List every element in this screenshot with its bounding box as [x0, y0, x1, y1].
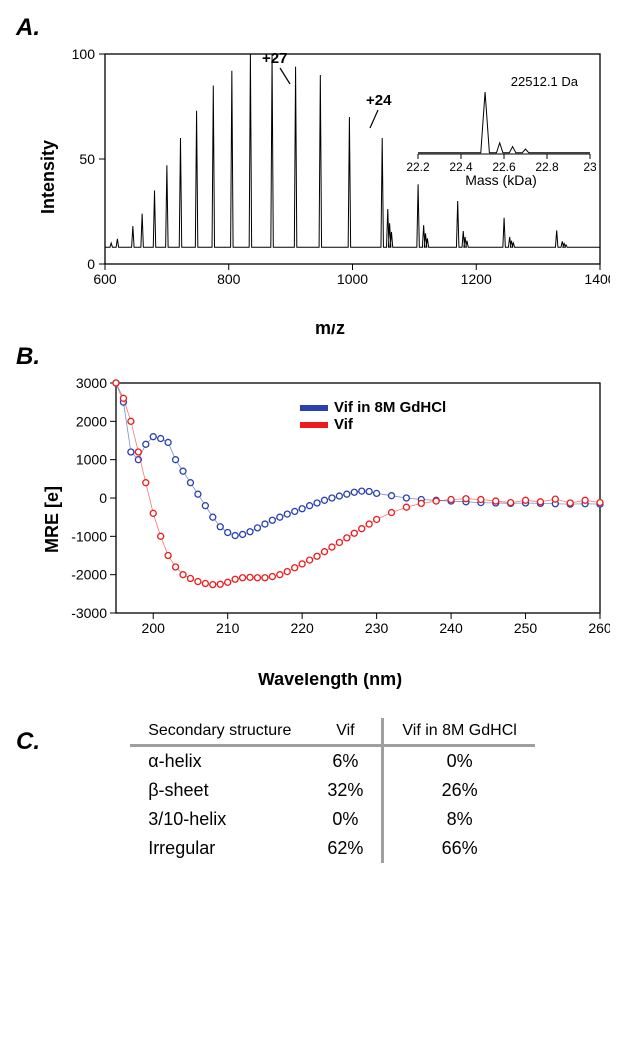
panel-b-chart: -3000 -2000 -1000 0 1000 2000 3000 200 210 220 230…	[50, 373, 610, 673]
svg-text:2000: 2000	[76, 413, 107, 429]
svg-text:0: 0	[99, 490, 107, 506]
table-cell: 3/10-helix	[130, 805, 309, 834]
table-cell: 8%	[383, 805, 535, 834]
svg-text:50: 50	[79, 151, 95, 167]
table-cell: Irregular	[130, 834, 309, 863]
table-row: Irregular 62% 66%	[130, 834, 535, 863]
svg-text:1200: 1200	[461, 271, 492, 287]
table-header-0: Secondary structure	[130, 718, 309, 746]
table-header-row: Secondary structure Vif Vif in 8M GdHCl	[130, 718, 535, 746]
panel-c-table: Secondary structure Vif Vif in 8M GdHCl …	[130, 718, 535, 863]
table-cell: 26%	[383, 776, 535, 805]
svg-text:230: 230	[365, 620, 389, 636]
panel-c-label: C.	[16, 728, 40, 756]
legend-swatch-0	[300, 405, 328, 411]
svg-text:800: 800	[217, 271, 241, 287]
table-header-2: Vif in 8M GdHCl	[383, 718, 535, 746]
svg-text:260: 260	[588, 620, 610, 636]
table-cell: α-helix	[130, 746, 309, 777]
legend-item-0: Vif in 8M GdHCl	[300, 399, 446, 416]
svg-text:210: 210	[216, 620, 240, 636]
legend-item-1: Vif	[300, 416, 446, 433]
svg-text:1000: 1000	[76, 452, 107, 468]
table-row: β-sheet 32% 26%	[130, 776, 535, 805]
svg-text:1000: 1000	[337, 271, 368, 287]
inset-xlabel: Mass (kDa)	[406, 172, 596, 188]
legend-label-0: Vif in 8M GdHCl	[334, 399, 446, 416]
panel-b-label: B.	[16, 343, 625, 371]
svg-text:-1000: -1000	[71, 528, 107, 544]
svg-text:3000: 3000	[76, 375, 107, 391]
panel-a-chart: 050100600800100012001400 Intensity +27 +…	[50, 44, 610, 324]
svg-text:-2000: -2000	[71, 567, 107, 583]
svg-text:250: 250	[514, 620, 538, 636]
table-header-1: Vif	[309, 718, 383, 746]
table-cell: 32%	[309, 776, 383, 805]
svg-text:240: 240	[439, 620, 463, 636]
table-cell: 6%	[309, 746, 383, 777]
svg-text:1400: 1400	[584, 271, 610, 287]
svg-text:-3000: -3000	[71, 605, 107, 621]
panel-a-inset-svg: 22.222.422.622.823	[406, 74, 596, 184]
panel-a-inset: 22.222.422.622.823 Mass (kDa) 22512.1 Da	[406, 74, 596, 184]
table-cell: 66%	[383, 834, 535, 863]
table-cell: 0%	[309, 805, 383, 834]
panel-b-ylabel: MRE [e]	[42, 486, 63, 553]
panel-b-legend: Vif in 8M GdHCl Vif	[300, 399, 446, 433]
annotation-plus24: +24	[366, 92, 391, 109]
legend-label-1: Vif	[334, 416, 353, 433]
table-cell: 62%	[309, 834, 383, 863]
svg-text:100: 100	[72, 46, 96, 62]
table-row: 3/10-helix 0% 8%	[130, 805, 535, 834]
svg-text:200: 200	[142, 620, 166, 636]
svg-text:600: 600	[93, 271, 117, 287]
panel-a-label: A.	[16, 14, 625, 42]
table-row: α-helix 6% 0%	[130, 746, 535, 777]
inset-peak-label: 22512.1 Da	[511, 74, 578, 89]
legend-swatch-1	[300, 422, 328, 428]
panel-a-ylabel: Intensity	[38, 140, 59, 214]
svg-text:0: 0	[87, 256, 95, 272]
table-cell: β-sheet	[130, 776, 309, 805]
table-cell: 0%	[383, 746, 535, 777]
svg-text:220: 220	[290, 620, 314, 636]
annotation-plus27: +27	[262, 50, 287, 67]
